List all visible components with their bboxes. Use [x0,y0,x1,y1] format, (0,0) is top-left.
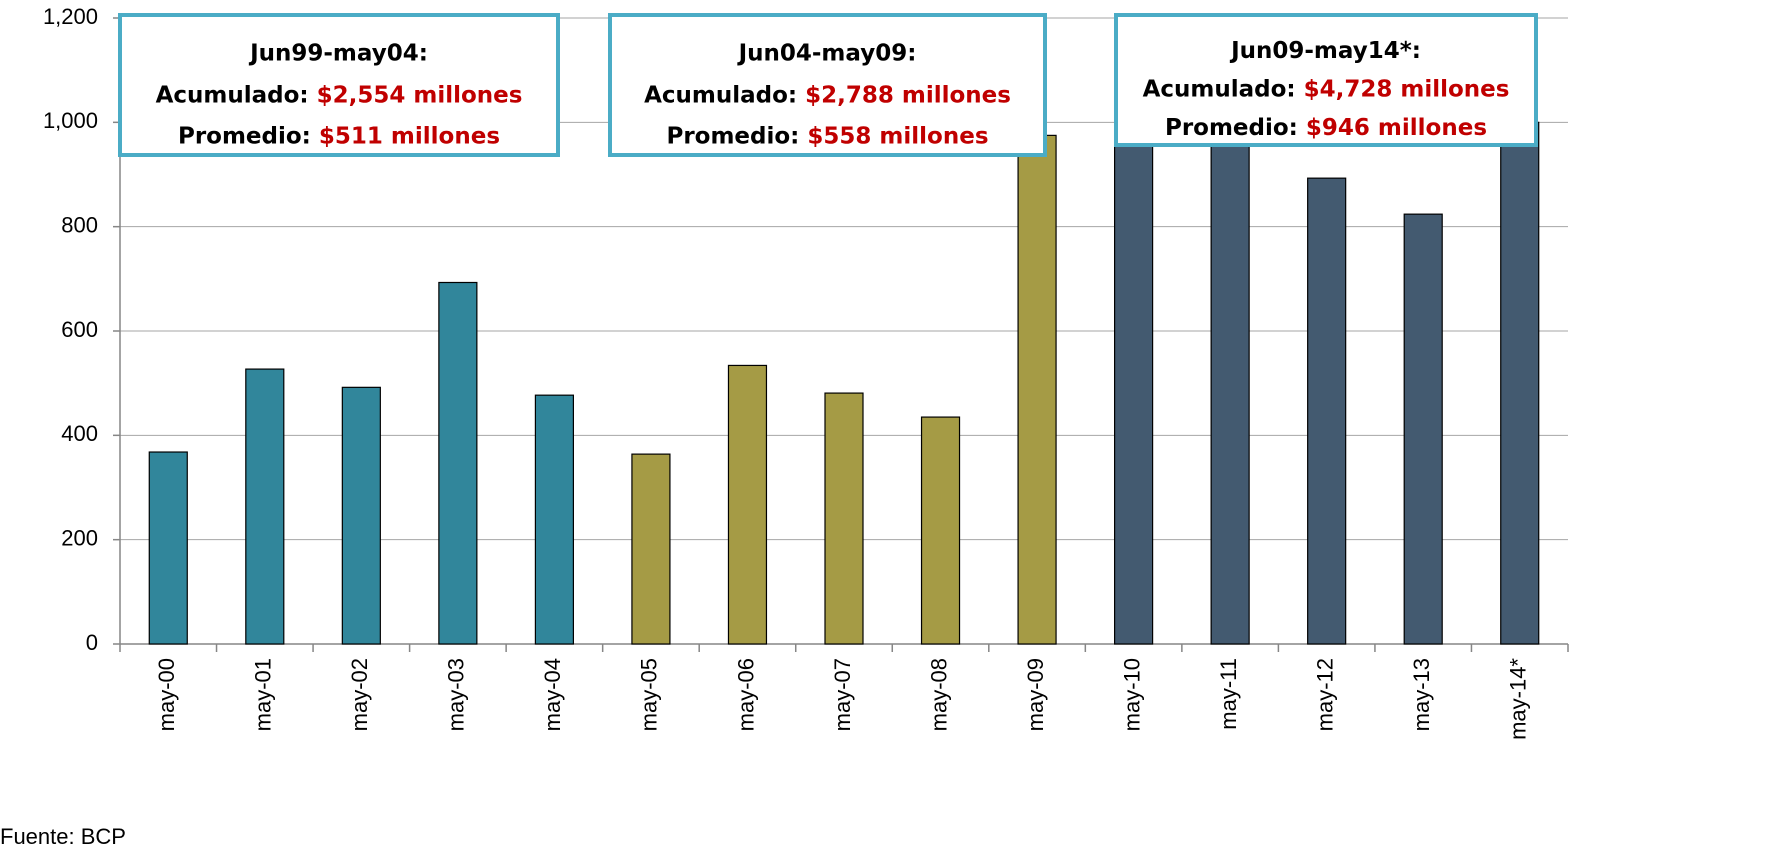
bar [824,392,864,645]
annotation-value: $2,554 millones [317,82,523,108]
y-tick-label: 1,200 [43,4,98,29]
annotation-frame [118,13,560,157]
annotation-label: Acumulado: [644,82,797,108]
annotation-line: Promedio: $511 millones [178,123,500,149]
bar [341,386,381,645]
x-tick-label: may-09 [1023,658,1048,731]
x-tick-label: may-05 [637,658,662,731]
bar [1210,142,1250,645]
bar [1403,213,1443,645]
annotation-title: Jun09-may14*: [1229,38,1421,64]
annotation-label: Promedio: [178,123,311,149]
x-tick-label: may-14* [1506,658,1531,740]
bar [245,368,285,645]
annotation-line: Promedio: $946 millones [1165,114,1487,140]
x-tick-label: may-12 [1312,658,1337,731]
annotation-frame [1114,13,1538,147]
y-tick-label: 600 [61,317,98,342]
source-note: Fuente: BCP [0,824,126,849]
annotation-value: $2,788 millones [805,82,1011,108]
x-tick-label: may-06 [733,658,758,731]
annotation-line: Acumulado: $4,728 millones [1143,76,1510,102]
x-tick-label: may-02 [347,658,372,731]
bar [1307,177,1347,645]
y-tick-label: 400 [61,421,98,446]
bar [148,451,188,645]
annotation-value: $511 millones [319,123,500,149]
x-tick-label: may-07 [830,658,855,731]
annotation-value: $558 millones [807,123,988,149]
annotation-value: $4,728 millones [1304,76,1510,102]
bar [727,364,768,645]
annotation-label: Promedio: [1165,114,1298,140]
annotation-label: Acumulado: [1143,76,1296,102]
x-tick-label: may-13 [1409,658,1434,731]
x-tick-label: may-04 [540,658,565,731]
annotation-title: Jun04-may09: [737,41,917,67]
annotation-frame [608,13,1047,157]
annotation-box: Jun99-may04:Acumulado: $2,554 millonesPr… [118,13,560,157]
annotation-box: Jun04-may09:Acumulado: $2,788 millonesPr… [608,13,1047,157]
x-tick-label: may-00 [154,658,179,731]
y-tick-label: 200 [61,525,98,550]
x-tick-label: may-08 [926,658,951,731]
y-tick-label: 800 [61,212,98,237]
annotation-line: Promedio: $558 millones [666,123,988,149]
bar [1113,95,1154,645]
annotation-title: Jun99-may04: [248,41,428,67]
x-tick-label: may-11 [1216,658,1241,730]
x-tick-label: may-01 [251,658,276,731]
y-tick-label: 1,000 [43,108,98,133]
x-tick-label: may-03 [444,658,469,731]
annotation-value: $946 millones [1306,114,1487,140]
bar [438,281,478,645]
bar [631,453,671,645]
annotation-label: Promedio: [666,123,799,149]
x-tick-label: may-10 [1119,658,1144,731]
annotation-line: Acumulado: $2,788 millones [644,82,1011,108]
annotation-box: Jun09-may14*:Acumulado: $4,728 millonesP… [1114,13,1538,147]
annotation-label: Acumulado: [156,82,309,108]
bar [1500,121,1540,645]
y-tick-label: 0 [86,630,98,655]
bar [920,416,961,645]
bar [534,394,575,645]
annotation-line: Acumulado: $2,554 millones [156,82,523,108]
bar [1017,134,1057,645]
